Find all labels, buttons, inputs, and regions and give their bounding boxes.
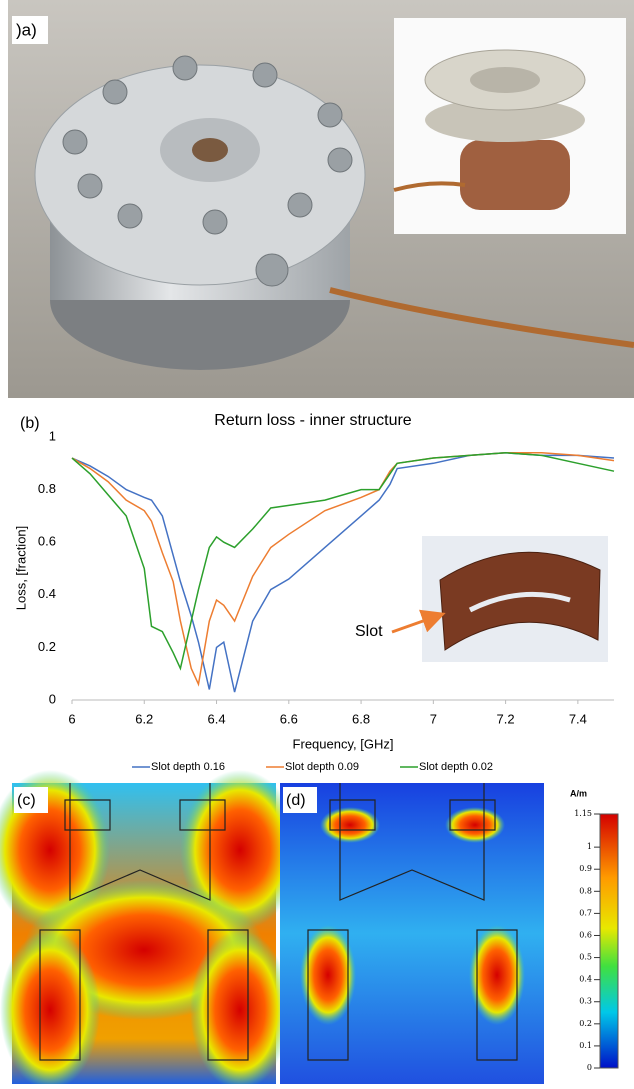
- x-tick-label: 6.8: [352, 711, 370, 726]
- x-tick-label: 6.4: [207, 711, 225, 726]
- cable: [329, 287, 634, 348]
- colorbar-tick-label: 0.1: [579, 1041, 592, 1050]
- ring-hole: [470, 67, 540, 93]
- geometry-d: [307, 783, 518, 1061]
- colorbar-tick-label: 0.9: [579, 864, 592, 873]
- x-tick-label: 6: [68, 711, 75, 726]
- x-tick-label: 7.4: [569, 711, 587, 726]
- colorbar-tick-label: 0: [587, 1063, 592, 1072]
- colorbar-tick-label: 1: [587, 842, 592, 851]
- arrow: [391, 609, 446, 634]
- geometry-c: [39, 783, 249, 1061]
- colorbar-tick-label: 0.2: [579, 1019, 592, 1028]
- legend-label: Slot depth 0.02: [419, 761, 493, 773]
- x-tick-label: 6.6: [280, 711, 298, 726]
- panel-label: (c): [17, 792, 36, 809]
- y-tick-label: 0.4: [38, 586, 56, 601]
- label-box: [14, 787, 48, 813]
- x-tick-label: 7: [430, 711, 437, 726]
- panel-label: (d): [286, 792, 306, 809]
- inset-label: Slot: [355, 623, 383, 640]
- colorbar: [599, 813, 619, 1069]
- hot-regions-d: [300, 807, 525, 1025]
- legend-label: Slot depth 0.09: [285, 761, 359, 773]
- colorbar-tick-label: 0.3: [579, 997, 592, 1006]
- coil: [460, 140, 570, 210]
- colorbar-tick-label: 1.15: [574, 809, 592, 818]
- y-tick-label: 0.6: [38, 534, 56, 549]
- y-tick-label: 1: [49, 428, 56, 443]
- x-axis-label: Frequency, [GHz]: [293, 736, 394, 751]
- chart-title: Return loss - inner structure: [214, 412, 412, 429]
- inset-cable: [393, 181, 466, 192]
- slot: [468, 591, 571, 613]
- x-tick-label: 6.2: [135, 711, 153, 726]
- panel-label: )a): [16, 20, 37, 39]
- panel-label: (b): [20, 415, 40, 432]
- legend-label: Slot depth 0.16: [151, 761, 225, 773]
- bore: [192, 138, 228, 162]
- colorbar-tick-label: 0.6: [579, 930, 592, 939]
- hot-regions-c: [0, 770, 300, 1089]
- bolt-holes: [62, 55, 353, 287]
- colorbar-tick-label: 0.7: [579, 908, 592, 917]
- colorbar-tick-label: 0.5: [579, 953, 592, 962]
- y-tick-label: 0.8: [38, 481, 56, 496]
- slotted-coil: [439, 551, 601, 651]
- colorbar-tick-label: 0.8: [579, 886, 592, 895]
- label-box: [12, 16, 48, 44]
- x-tick-label: 7.2: [497, 711, 515, 726]
- label-box: [283, 787, 317, 813]
- series-line: [71, 452, 615, 693]
- y-tick-label: 0: [49, 691, 56, 706]
- series-line: [71, 452, 615, 671]
- y-axis-label: Loss, [fraction]: [13, 526, 28, 611]
- colorbar-tick-label: 0.4: [579, 975, 592, 984]
- colorbar-unit: A/m: [570, 788, 587, 798]
- y-tick-label: 0.2: [38, 639, 56, 654]
- ring-low: [425, 98, 585, 142]
